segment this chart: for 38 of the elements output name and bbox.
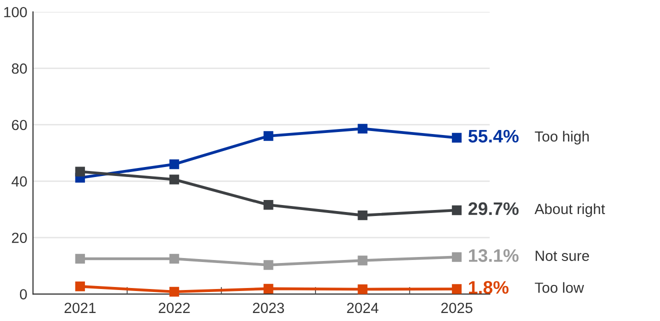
data-label: 29.7%: [468, 202, 519, 216]
text: Not sure: [536, 250, 590, 261]
point: [169, 254, 180, 264]
point: [264, 131, 274, 141]
y-tick-label: 0: [20, 289, 27, 300]
point: [75, 166, 85, 176]
data-label: 13.1%: [469, 249, 519, 262]
x-tick-label: 2024: [347, 302, 378, 314]
point: [452, 132, 462, 143]
x-tick-label: 2021: [64, 302, 96, 314]
point: [358, 256, 368, 266]
point: [169, 159, 180, 170]
point: [452, 205, 462, 216]
point: [452, 284, 462, 294]
y-tick-label: 60: [12, 120, 27, 130]
point: [75, 282, 85, 292]
point: [264, 284, 274, 294]
point: [169, 286, 180, 297]
text: Too high: [534, 130, 589, 145]
data-label: 55.4%: [468, 130, 519, 143]
text: About right: [534, 203, 605, 218]
x-tick-label: 2022: [158, 302, 190, 314]
y-tick-label: 80: [12, 63, 27, 74]
x-tick-label: 2025: [441, 302, 472, 314]
point: [452, 252, 462, 262]
y-tick-label: 20: [12, 232, 27, 244]
point: [75, 254, 85, 264]
point: [358, 284, 368, 294]
point: [358, 210, 368, 220]
point: [358, 124, 368, 134]
point: [169, 174, 180, 184]
point: [264, 200, 274, 210]
x-tick-label: 2023: [252, 302, 284, 314]
data-label: 1.8%: [469, 281, 509, 294]
text: Too low: [534, 282, 584, 293]
point: [264, 260, 274, 270]
y-tick-label: 100: [4, 6, 27, 18]
y-tick-label: 40: [12, 176, 27, 187]
